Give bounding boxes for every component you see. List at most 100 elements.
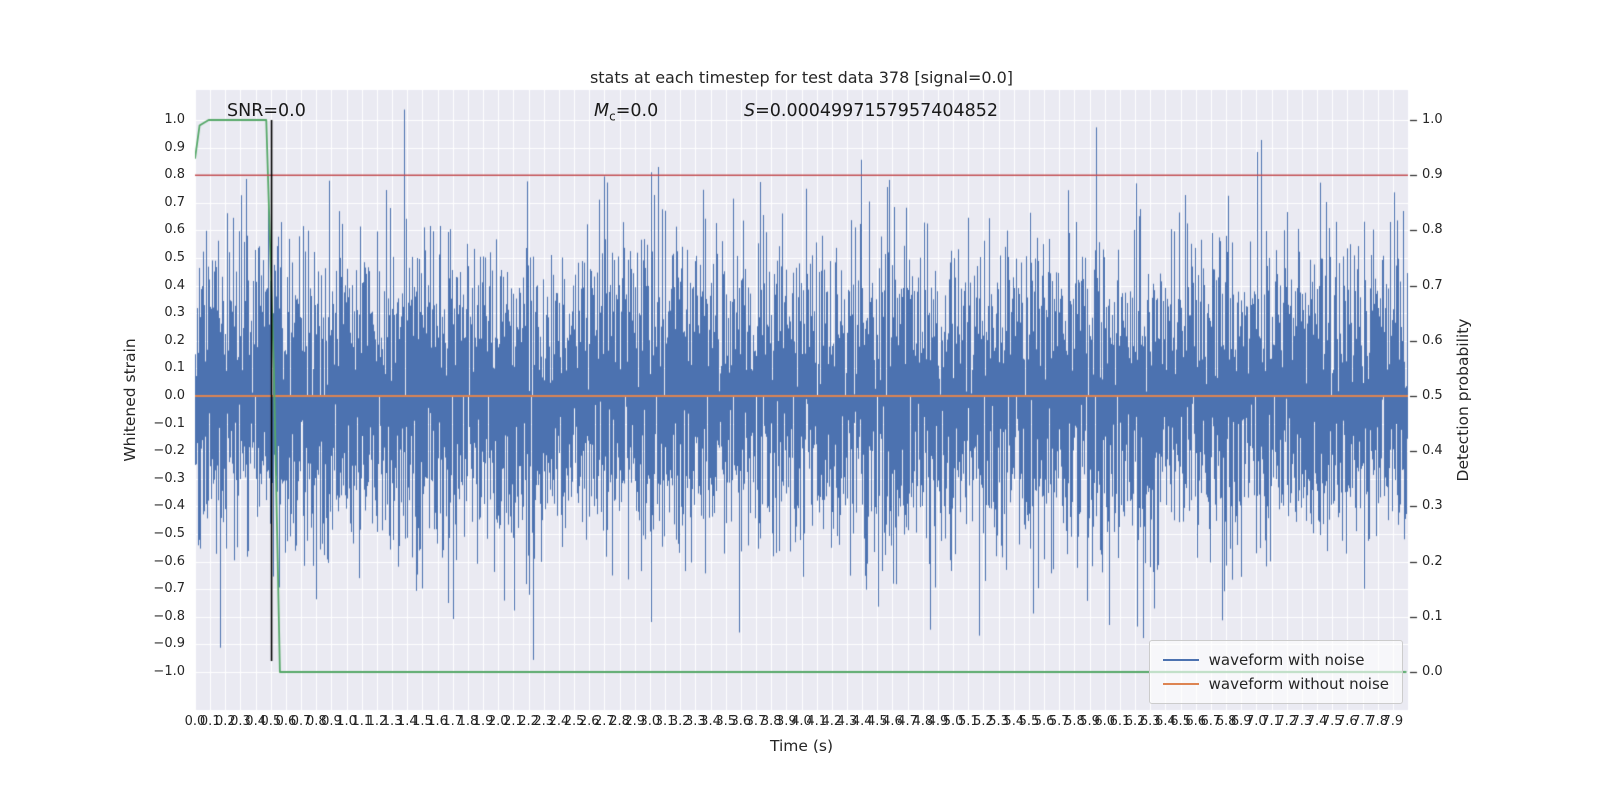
x-tick-label: 2.3 (533, 714, 555, 729)
x-tick-label: 7.6 (1337, 714, 1358, 729)
x-tick-label: 2.8 (609, 714, 630, 729)
annotation-chirp-mass: Mc=0.0 (594, 101, 658, 124)
legend-line-swatch (1162, 683, 1199, 685)
x-tick-label: 7.0 (1246, 714, 1267, 729)
x-tick-label: 2.4 (548, 714, 570, 729)
y-left-tick-label: −0.3 (153, 470, 185, 486)
legend-label: waveform with noise (1208, 651, 1365, 669)
x-tick-label: 5.2 (973, 714, 994, 729)
x-tick-label: 6.7 (1200, 714, 1222, 729)
x-tick-label: 3.7 (745, 714, 767, 729)
x-tick-label: 0.9 (321, 714, 342, 729)
x-tick-label: 4.3 (836, 714, 858, 729)
y-left-tick-label: 0.9 (164, 139, 185, 155)
chirp-mass-subscript: c (609, 109, 616, 124)
y-right-tick-label: 0.9 (1422, 167, 1443, 183)
y-left-tick-label: 0.1 (164, 360, 185, 376)
y-left-tick-label: −0.1 (153, 415, 185, 431)
y-right-tick-label: 1.0 (1422, 112, 1443, 127)
x-tick-label: 3.3 (685, 714, 706, 729)
x-axis-label: Time (s) (769, 737, 834, 755)
x-tick-label: 2.0 (487, 714, 509, 729)
x-tick-label: 3.1 (654, 714, 676, 729)
y-left-tick-label: 0.3 (164, 305, 185, 321)
x-tick-label: 5.4 (1003, 714, 1025, 729)
x-tick-label: 4.0 (791, 714, 812, 729)
x-tick-label: 2.1 (503, 714, 524, 729)
x-tick-label: 0.6 (275, 714, 297, 729)
x-tick-label: 3.2 (669, 714, 691, 729)
x-tick-label: 7.5 (1321, 714, 1343, 729)
x-tick-label: 6.8 (1215, 714, 1237, 729)
x-tick-label: 6.1 (1109, 714, 1131, 729)
x-tick-label: 5.1 (957, 714, 979, 729)
x-tick-label: 2.2 (518, 714, 539, 729)
s-statistic-value: =0.0004997157957404852 (755, 101, 999, 121)
x-tick-label: 1.6 (427, 714, 448, 729)
x-tick-label: 5.0 (942, 714, 964, 729)
x-tick-label: 5.8 (1064, 714, 1085, 729)
y-left-tick-label: 0.0 (164, 388, 185, 403)
x-tick-label: 0.7 (290, 714, 312, 729)
x-tick-label: 5.3 (988, 714, 1009, 729)
y-right-tick-label: 0.7 (1422, 277, 1443, 293)
legend-rows: waveform with noise waveform without nois… (1162, 648, 1389, 696)
x-tick-label: 4.6 (882, 714, 903, 729)
x-tick-label: 1.2 (366, 714, 388, 729)
x-tick-label: 7.2 (1276, 714, 1298, 729)
y-right-tick-label: 0.4 (1422, 443, 1443, 459)
chirp-mass-value: =0.0 (615, 101, 659, 121)
legend: waveform with noise waveform without nois… (1148, 640, 1403, 704)
x-tick-label: 6.5 (1170, 714, 1191, 729)
x-tick-label: 6.0 (1094, 714, 1116, 729)
y-left-tick-label: −0.4 (153, 498, 185, 514)
x-tick-label: 0.2 (214, 714, 236, 729)
chart-title: stats at each timestep for test data 378… (589, 68, 1014, 87)
x-tick-label: 0.1 (199, 714, 221, 729)
x-tick-label: 4.9 (927, 714, 949, 729)
x-tick-label: 3.8 (760, 714, 782, 729)
x-tick-label: 0.5 (260, 714, 282, 729)
x-tick-label: 7.9 (1382, 714, 1404, 729)
x-tick-label: 2.5 (563, 714, 585, 729)
y-right-tick-label: 0.6 (1422, 332, 1443, 348)
x-tick-label: 4.4 (851, 714, 873, 729)
y-left-tick-label: 0.6 (164, 222, 185, 238)
x-tick-label: 6.6 (1185, 714, 1207, 729)
x-tick-label: 3.0 (639, 714, 661, 729)
x-tick-label: 4.8 (912, 714, 934, 729)
y-left-tick-label: −0.8 (153, 608, 185, 624)
y-right-tick-label: 0.8 (1422, 222, 1443, 238)
x-tick-label: 5.7 (1048, 714, 1070, 729)
x-tick-label: 2.9 (624, 714, 646, 729)
y-left-tick-label: −0.6 (153, 553, 185, 569)
y-right-tick-label: 0.0 (1422, 664, 1443, 679)
x-tick-label: 7.8 (1367, 714, 1389, 729)
x-tick-label: 7.7 (1352, 714, 1373, 729)
y-left-tick-label: −0.5 (153, 526, 185, 541)
x-tick-label: 1.5 (412, 714, 433, 729)
x-tick-label: 6.4 (1155, 714, 1176, 729)
x-tick-label: 2.6 (578, 714, 600, 729)
x-tick-label: 3.4 (700, 714, 721, 729)
x-tick-label: 7.4 (1306, 714, 1328, 729)
y-left-tick-label: 0.7 (164, 194, 185, 210)
y-left-tick-label: 0.2 (164, 332, 185, 348)
x-tick-label: 5.6 (1033, 714, 1055, 729)
x-tick-label: 1.0 (336, 714, 357, 729)
x-tick-label: 1.7 (442, 714, 464, 729)
x-tick-label: 6.3 (1139, 714, 1161, 729)
x-tick-label: 5.9 (1079, 714, 1100, 729)
x-tick-label: 5.5 (1018, 714, 1040, 729)
y-left-tick-label: −0.7 (153, 581, 185, 597)
x-tick-label: 6.2 (1124, 714, 1146, 729)
x-tick-label: 1.4 (396, 714, 418, 729)
x-tick-label: 0.3 (230, 714, 251, 729)
x-tick-label: 7.3 (1291, 714, 1313, 729)
x-tick-label: 3.9 (775, 714, 797, 729)
x-tick-label: 7.1 (1261, 714, 1282, 729)
y-left-tick-label: 1.0 (164, 112, 185, 127)
y-right-tick-label: 0.1 (1422, 608, 1443, 624)
x-tick-label: 0.4 (245, 714, 266, 729)
y-right-tick-label: 0.2 (1422, 553, 1443, 569)
